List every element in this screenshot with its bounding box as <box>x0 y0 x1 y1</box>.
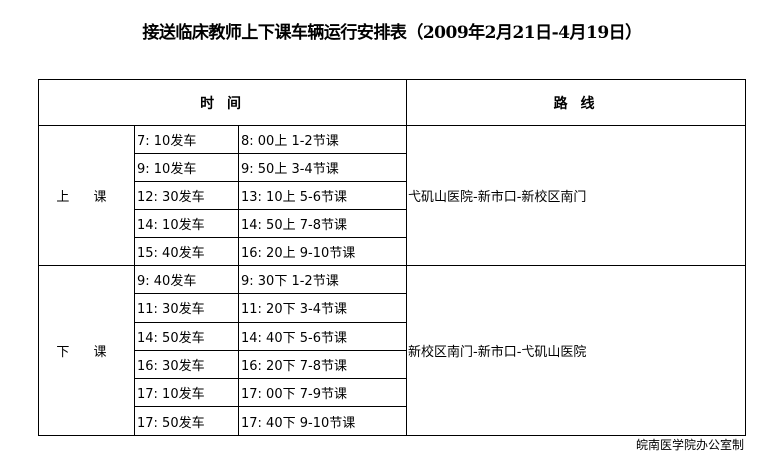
departure-time: 17: 10发车 <box>134 378 239 408</box>
class-time: 9: 50上 3-4节课 <box>237 153 408 182</box>
schedule-table: 时 间 路 线 上 课 7: 10发车 8: 00上 1-2节课 弋矶山医院-新市… <box>37 79 747 436</box>
table-row: 17: 10发车 17: 00下 7-9节课 <box>39 378 746 408</box>
page-title: 接送临床教师上下课车辆运行安排表（2009年2月21日-4月19日） <box>142 23 642 43</box>
table-row: 下 课 9: 40发车 9: 30下 1-2节课 新校区南门-新市口-弋矶山医院 <box>38 264 747 436</box>
class-time: 17: 00下 7-9节课 <box>237 378 408 408</box>
class-time: 16: 20下 7-8节课 <box>237 349 408 380</box>
header-row: 时 间 路 线 <box>37 79 747 126</box>
class-time: 17: 40下 9-10节课 <box>237 406 408 436</box>
table-row: 上 课 7: 10发车 8: 00上 1-2节课 弋矶山医院-新市口-新校区南门 <box>38 125 747 266</box>
header-route: 路 线 <box>406 79 747 126</box>
section-label: 上 课 <box>38 125 135 266</box>
table-row: 14: 10发车 14: 50上 7-8节课 <box>39 209 746 238</box>
table-row: 14: 50发车 14: 40下 5-6节课 <box>39 321 746 351</box>
departure-time: 9: 40发车 <box>134 264 239 295</box>
class-time: 9: 30下 1-2节课 <box>237 264 408 295</box>
class-time: 13: 10上 5-6节课 <box>237 181 408 210</box>
footer-note: 皖南医学院办公室制 <box>635 438 744 452</box>
class-time: 11: 20下 3-4节课 <box>237 293 408 323</box>
section-label: 下 课 <box>38 265 135 436</box>
table-row: 16: 30发车 16: 20下 7-8节课 <box>39 349 746 380</box>
departure-time: 7: 10发车 <box>134 125 239 154</box>
table-row: 15: 40发车 16: 20上 9-10节课 <box>39 237 746 266</box>
departure-time: 17: 50发车 <box>134 406 239 436</box>
table-row: 11: 30发车 11: 20下 3-4节课 <box>39 293 746 323</box>
class-time: 8: 00上 1-2节课 <box>237 125 408 154</box>
departure-time: 12: 30发车 <box>134 181 239 210</box>
departure-time: 16: 30发车 <box>134 349 239 380</box>
route-cell: 弋矶山医院-新市口-新校区南门 <box>406 125 747 266</box>
departure-time: 14: 50发车 <box>134 321 239 351</box>
departure-time: 11: 30发车 <box>134 293 239 323</box>
departure-time: 15: 40发车 <box>134 237 239 266</box>
table-row: 12: 30发车 13: 10上 5-6节课 <box>39 181 746 210</box>
header-time: 时 间 <box>37 79 408 126</box>
class-time: 16: 20上 9-10节课 <box>237 237 408 266</box>
route-cell: 新校区南门-新市口-弋矶山医院 <box>406 265 747 436</box>
class-time: 14: 50上 7-8节课 <box>237 209 408 238</box>
departure-time: 14: 10发车 <box>134 209 239 238</box>
departure-time: 9: 10发车 <box>134 153 239 182</box>
table-row: 9: 10发车 9: 50上 3-4节课 <box>39 153 746 182</box>
table-row: 17: 50发车 17: 40下 9-10节课 <box>39 406 746 436</box>
class-time: 14: 40下 5-6节课 <box>237 321 408 351</box>
